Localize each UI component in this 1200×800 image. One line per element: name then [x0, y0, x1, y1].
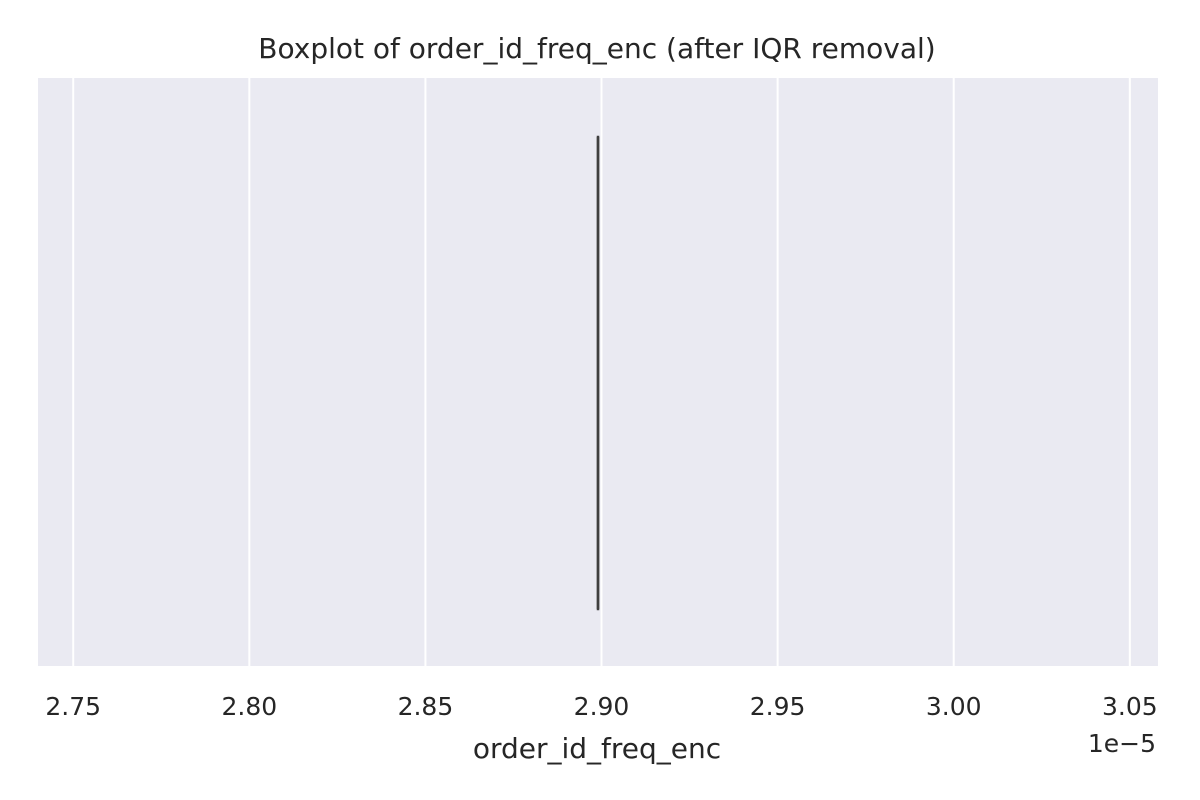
x-tick-label: 2.85 [398, 692, 454, 721]
x-tick-label: 2.75 [45, 692, 101, 721]
x-tick-labels: 2.75 2.80 2.85 2.90 2.95 3.00 3.05 [45, 692, 1157, 721]
chart-title: Boxplot of order_id_freq_enc (after IQR … [258, 32, 935, 65]
axis-offset-label: 1e−5 [1088, 729, 1156, 758]
x-axis-label: order_id_freq_enc [473, 732, 721, 765]
x-tick-label: 3.05 [1102, 692, 1158, 721]
x-tick-label: 2.90 [574, 692, 630, 721]
x-tick-label: 2.80 [221, 692, 277, 721]
x-tick-label: 3.00 [926, 692, 982, 721]
grid-lines [72, 78, 1131, 666]
x-tick-label: 2.95 [750, 692, 806, 721]
